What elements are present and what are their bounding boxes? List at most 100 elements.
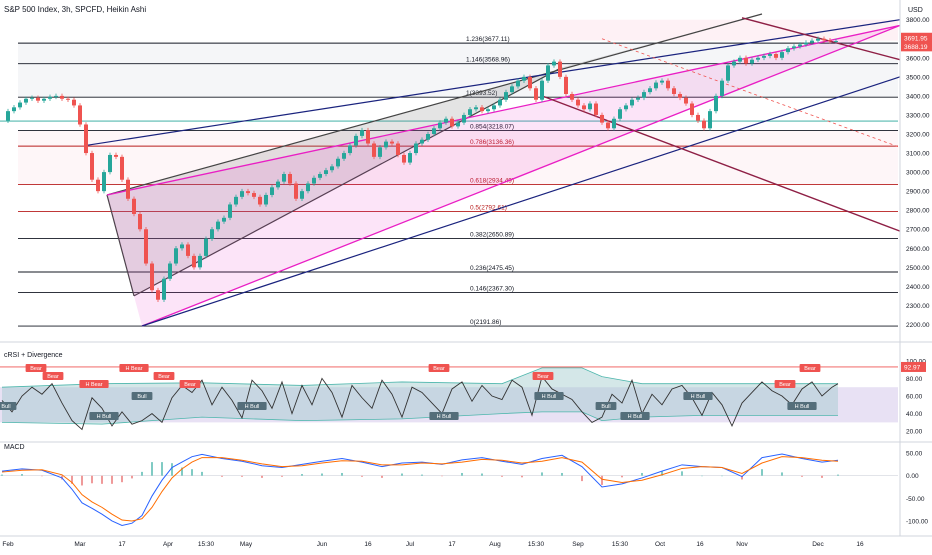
- candle-body: [696, 114, 700, 121]
- candle-body: [252, 193, 256, 197]
- divergence-label-box: [0, 402, 17, 410]
- fib-level-label: 0.786(3136.36): [470, 139, 514, 146]
- divergence-label: Bull: [601, 404, 610, 410]
- fib-level-label: 0(2191.86): [470, 319, 501, 326]
- candle-body: [108, 154, 112, 173]
- candle-body: [636, 97, 640, 100]
- candle-body: [312, 177, 316, 184]
- time-tick-label: Aug: [489, 541, 501, 548]
- macd-histogram-bar: [101, 475, 103, 484]
- divergence-label-box: [89, 412, 119, 420]
- candle-body: [618, 109, 622, 119]
- candle-body: [24, 98, 28, 103]
- candle-body: [426, 134, 430, 140]
- candle-body: [234, 196, 238, 205]
- macd-histogram-bar: [441, 475, 443, 477]
- grey-wedge-upper: [106, 13, 763, 196]
- candle-body: [504, 92, 508, 100]
- candle-body: [456, 122, 460, 127]
- price-tick-label: 2800.00: [906, 208, 930, 215]
- price-badge-label: 3688.19: [904, 44, 928, 51]
- price-axis[interactable]: 3800.003700.003600.003500.003400.003300.…: [899, 0, 932, 536]
- time-tick-label: 15:30: [528, 541, 545, 548]
- candle-body: [558, 61, 562, 77]
- candle-body: [450, 118, 454, 127]
- crsi-title: cRSI + Divergence: [4, 352, 63, 359]
- fib-level-label: 0.236(2475.45): [470, 265, 514, 272]
- macd-histogram-bar: [1, 474, 3, 476]
- candle-body: [90, 153, 94, 180]
- macd-tick-label: 0.00: [906, 473, 919, 480]
- macd-histogram-bar: [341, 472, 343, 476]
- price-tick-label: 2700.00: [906, 227, 930, 234]
- divergence-label-box: [799, 364, 821, 372]
- candle-body: [714, 95, 718, 112]
- macd-histogram-bar: [171, 463, 173, 476]
- macd-histogram-bar: [401, 473, 403, 476]
- macd-histogram-bar: [601, 475, 603, 485]
- fib-level-label: 1(3393.52): [466, 90, 497, 97]
- crsi-tick-label: 80.00: [906, 376, 923, 383]
- macd-pane: MACD: [0, 444, 898, 526]
- crsi-tick-label: 60.00: [906, 394, 923, 401]
- candle-body: [348, 145, 352, 154]
- macd-histogram-bar: [181, 467, 183, 476]
- candle-body: [834, 41, 838, 43]
- divergence-label: H Bull: [542, 394, 557, 400]
- divergence-label: Bear: [433, 366, 445, 372]
- candle-body: [720, 80, 724, 96]
- dashed-projection-line: [601, 38, 901, 148]
- macd-histogram-bar: [581, 475, 583, 482]
- price-tick-label: 3200.00: [906, 132, 930, 139]
- candle-body: [462, 114, 466, 123]
- fib-level-label: 0.382(2650.89): [470, 232, 514, 239]
- candle-body: [822, 38, 826, 41]
- candle-body: [396, 143, 400, 155]
- candle-body: [216, 221, 220, 230]
- time-tick-label: Nov: [736, 541, 748, 548]
- candle-body: [708, 111, 712, 129]
- time-tick-label: 15:30: [612, 541, 629, 548]
- macd-histogram-bar: [321, 473, 323, 476]
- price-tick-label: 3500.00: [906, 74, 930, 81]
- macd-histogram-bar: [501, 475, 503, 477]
- divergence-label-box: [774, 380, 796, 388]
- divergence-label: Bear: [184, 382, 196, 388]
- time-tick-label: 17: [448, 541, 456, 548]
- candle-body: [402, 154, 406, 163]
- candle-body: [138, 214, 142, 230]
- candle-body: [276, 181, 280, 188]
- candle-body: [648, 88, 652, 93]
- divergence-label-box: [787, 402, 817, 410]
- divergence-label: Bull: [1, 404, 10, 410]
- divergence-label-box: [428, 364, 450, 372]
- divergence-label-box: [119, 364, 149, 372]
- time-tick-label: 16: [696, 541, 704, 548]
- candle-body: [570, 94, 574, 100]
- candle-body: [66, 98, 70, 100]
- candle-body: [126, 179, 130, 199]
- candle-body: [30, 97, 34, 99]
- macd-histogram-bar: [301, 474, 303, 476]
- candle-body: [660, 80, 664, 83]
- candle-body: [294, 183, 298, 199]
- time-tick-label: Oct: [655, 541, 665, 548]
- divergence-label: H Bull: [628, 414, 643, 420]
- candle-body: [510, 86, 514, 93]
- macd-histogram-bar: [131, 475, 133, 479]
- crsi-badge-label: 92.97: [904, 364, 921, 371]
- candle-body: [42, 98, 46, 101]
- candle-body: [804, 42, 808, 45]
- candle-body: [654, 82, 658, 89]
- crsi-tick-label: 100.00: [906, 358, 926, 365]
- candle-body: [798, 44, 802, 47]
- macd-histogram-bar: [661, 471, 663, 476]
- candle-body: [624, 105, 628, 110]
- fib-level-label: 0.618(2934.49): [470, 178, 514, 185]
- candle-body: [750, 59, 754, 64]
- candle-body: [144, 229, 148, 264]
- macd-title: MACD: [4, 444, 25, 451]
- macd-histogram-bar: [201, 471, 203, 476]
- candle-body: [120, 156, 124, 180]
- macd-histogram-bar: [421, 474, 423, 476]
